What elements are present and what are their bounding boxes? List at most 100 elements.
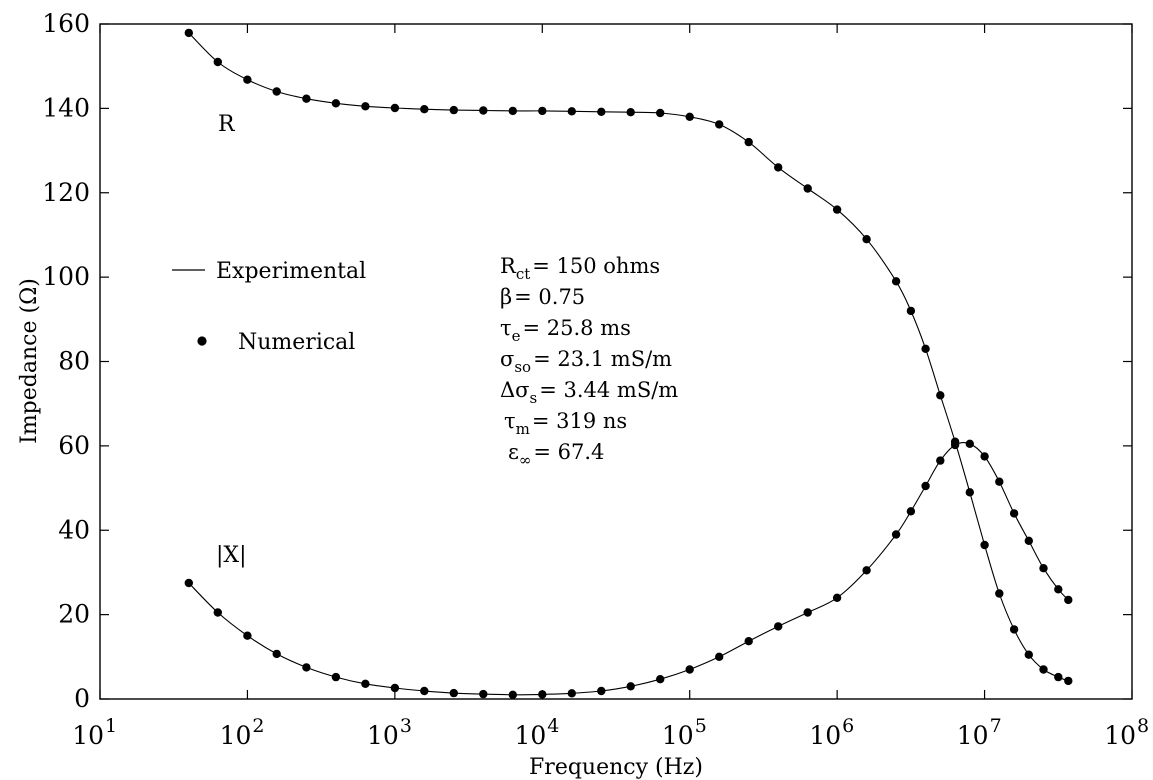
numerical-point-x [626, 682, 635, 691]
numerical-point-x [272, 649, 281, 659]
numerical-point-x [965, 439, 974, 448]
numerical-point-x [390, 683, 400, 693]
numerical-point-x [891, 530, 901, 539]
numerical-point-r [891, 277, 901, 286]
parameter-subscript: m [516, 420, 530, 438]
numerical-point-r [302, 94, 311, 103]
numerical-point-r [243, 75, 252, 84]
numerical-point-r [184, 28, 193, 38]
y-tick-label: 100 [42, 262, 90, 291]
numerical-point-r [538, 106, 547, 116]
numerical-point-x [656, 675, 665, 684]
numerical-point-r [1024, 650, 1034, 659]
numerical-point-x [449, 688, 458, 698]
parameter-value: = 3.44 mS/m [539, 378, 678, 402]
numerical-point-x [1009, 509, 1019, 518]
axis-ticks [99, 23, 1133, 700]
parameter-line: τe= 25.8 ms [500, 316, 631, 345]
experimental-line-x [188, 442, 1069, 696]
parameter-symbol: ε [508, 440, 519, 464]
numerical-point-r [508, 106, 517, 116]
x-tick-base: 10 [367, 721, 399, 750]
x-tick-label: 10 7 [957, 715, 1002, 750]
numerical-point-x [361, 679, 370, 688]
numerical-point-r [656, 108, 665, 118]
numerical-point-x [995, 477, 1004, 486]
numerical-point-x [538, 690, 547, 699]
y-tick-label: 160 [42, 9, 90, 38]
parameter-symbol: σ [500, 347, 514, 371]
numerical-point-x [832, 593, 842, 602]
x-tick-exponent: 7 [990, 715, 1002, 737]
numerical-point-r [390, 103, 400, 113]
x-tick-label: 10 3 [367, 715, 412, 750]
numerical-point-r [449, 105, 458, 115]
parameter-value: = 150 ohms [532, 254, 660, 278]
numerical-point-r [936, 391, 945, 400]
x-tick-base: 10 [72, 721, 104, 750]
numerical-point-x [508, 690, 517, 699]
numerical-point-r [213, 57, 222, 67]
numerical-point-r [995, 589, 1004, 598]
y-tick-label: 120 [42, 178, 90, 207]
x-tick-exponent: 6 [842, 715, 854, 737]
numerical-point-x [597, 686, 606, 696]
x-axis-label: Frequency (Hz) [529, 755, 703, 780]
numerical-point-x [803, 608, 812, 617]
y-tick-label: 20 [58, 600, 90, 629]
numerical-point-r [980, 540, 989, 550]
numerical-point-x [744, 637, 753, 646]
parameter-subscript: s [530, 389, 538, 407]
y-tick-labels: 0 20 40 60 80 100 120 140 160 [42, 9, 90, 713]
parameter-value: = 23.1 mS/m [533, 347, 672, 371]
parameter-line: Δσs= 3.44 mS/m [500, 378, 678, 407]
parameter-subscript: e [512, 327, 521, 345]
numerical-point-r [1009, 625, 1019, 634]
x-tick-exponent: 5 [695, 715, 707, 737]
x-tick-exponent: 8 [1137, 715, 1149, 737]
legend-label-experimental: Experimental [216, 259, 366, 284]
numerical-point-r [803, 184, 812, 193]
numerical-point-r [715, 120, 724, 129]
numerical-point-x [213, 608, 222, 617]
curve-label-r: R [218, 112, 236, 137]
numerical-point-x [906, 507, 916, 516]
numerical-point-x [567, 689, 576, 698]
parameter-symbol: R [500, 254, 517, 278]
y-tick-label: 80 [58, 347, 90, 376]
parameter-symbol: Δσ [500, 378, 530, 402]
legend-label-numerical: Numerical [238, 330, 355, 355]
numerical-point-r [685, 112, 694, 122]
numerical-point-x [921, 481, 930, 491]
parameter-line: ε∞= 67.4 [508, 440, 604, 469]
numerical-point-x [950, 440, 960, 450]
numerical-point-r [832, 205, 842, 214]
numerical-point-r [1064, 676, 1073, 686]
x-tick-labels: 10 1 10 2 10 3 10 4 10 5 10 6 10 7 10 8 [72, 715, 1149, 750]
numerical-point-x [1024, 536, 1034, 545]
parameter-symbol: τ [500, 316, 512, 340]
numerical-point-x [1064, 595, 1073, 605]
numerical-point-x [420, 686, 429, 696]
x-tick-base: 10 [1104, 721, 1136, 750]
parameter-value: = 319 ns [532, 409, 627, 433]
x-tick-exponent: 3 [400, 715, 412, 737]
numerical-point-r [1054, 672, 1063, 682]
parameter-subscript: so [514, 358, 531, 376]
legend-marker-symbol [197, 336, 207, 346]
numerical-point-x [774, 622, 783, 631]
parameter-symbol: τ [504, 409, 516, 433]
x-tick-label: 10 1 [72, 715, 117, 750]
numerical-point-x [1039, 564, 1048, 573]
y-tick-label: 0 [74, 684, 90, 713]
numerical-point-x [302, 663, 311, 672]
x-tick-exponent: 1 [105, 715, 117, 737]
numerical-point-r [420, 105, 429, 114]
parameter-subscript: ∞ [519, 451, 532, 469]
numerical-point-r [361, 102, 370, 111]
x-tick-base: 10 [514, 721, 546, 750]
x-tick-base: 10 [809, 721, 841, 750]
numerical-point-r [921, 344, 930, 353]
